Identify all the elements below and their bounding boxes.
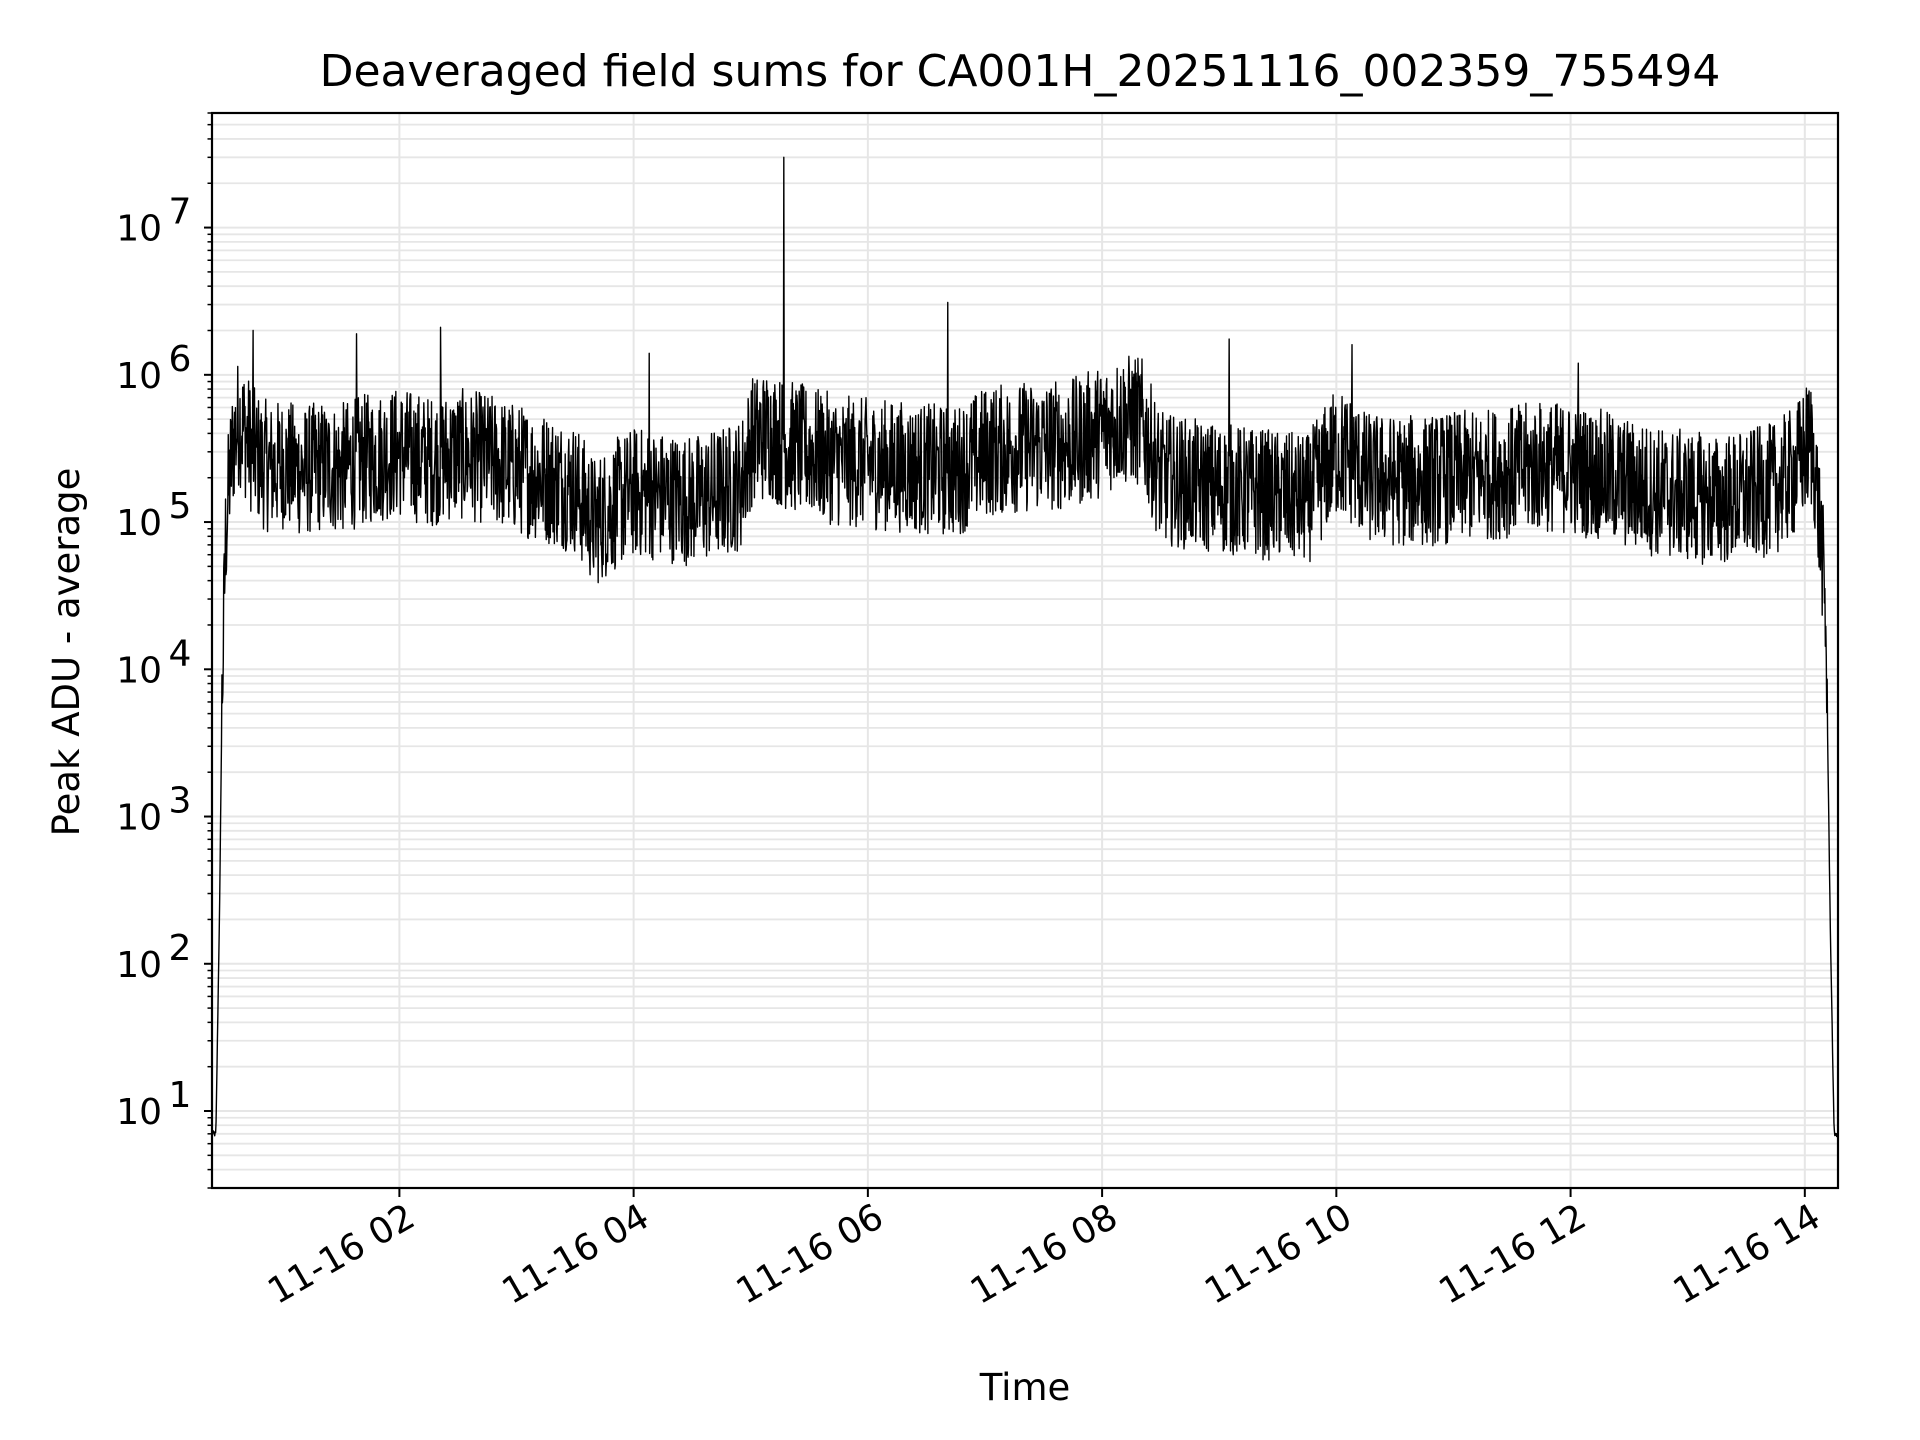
chart-title: Deaveraged field sums for CA001H_2025111… [320,46,1721,97]
y-tick-label: 10 [116,650,162,691]
grid [212,112,1838,1189]
y-tick-exponent: 4 [169,633,192,674]
y-tick-exponent: 2 [169,928,192,969]
x-axis-label: Time [979,1366,1071,1409]
y-tick-label: 10 [116,798,162,839]
y-tick-exponent: 1 [169,1075,192,1116]
data-layer [211,156,1839,1138]
data-series-line [211,156,1839,1138]
y-tick-exponent: 5 [169,486,192,527]
y-tick-exponent: 3 [169,781,192,822]
y-tick-exponent: 7 [169,192,192,233]
y-tick-label: 10 [116,945,162,986]
y-axis-label: Peak ADU - average [45,468,88,837]
y-tick-label: 10 [116,356,162,397]
y-tick-label: 10 [116,209,162,250]
y-tick-label: 10 [116,1092,162,1133]
y-tick-label: 10 [116,503,162,544]
plot-frame [210,111,1840,1190]
y-tick-exponent: 6 [169,339,192,380]
